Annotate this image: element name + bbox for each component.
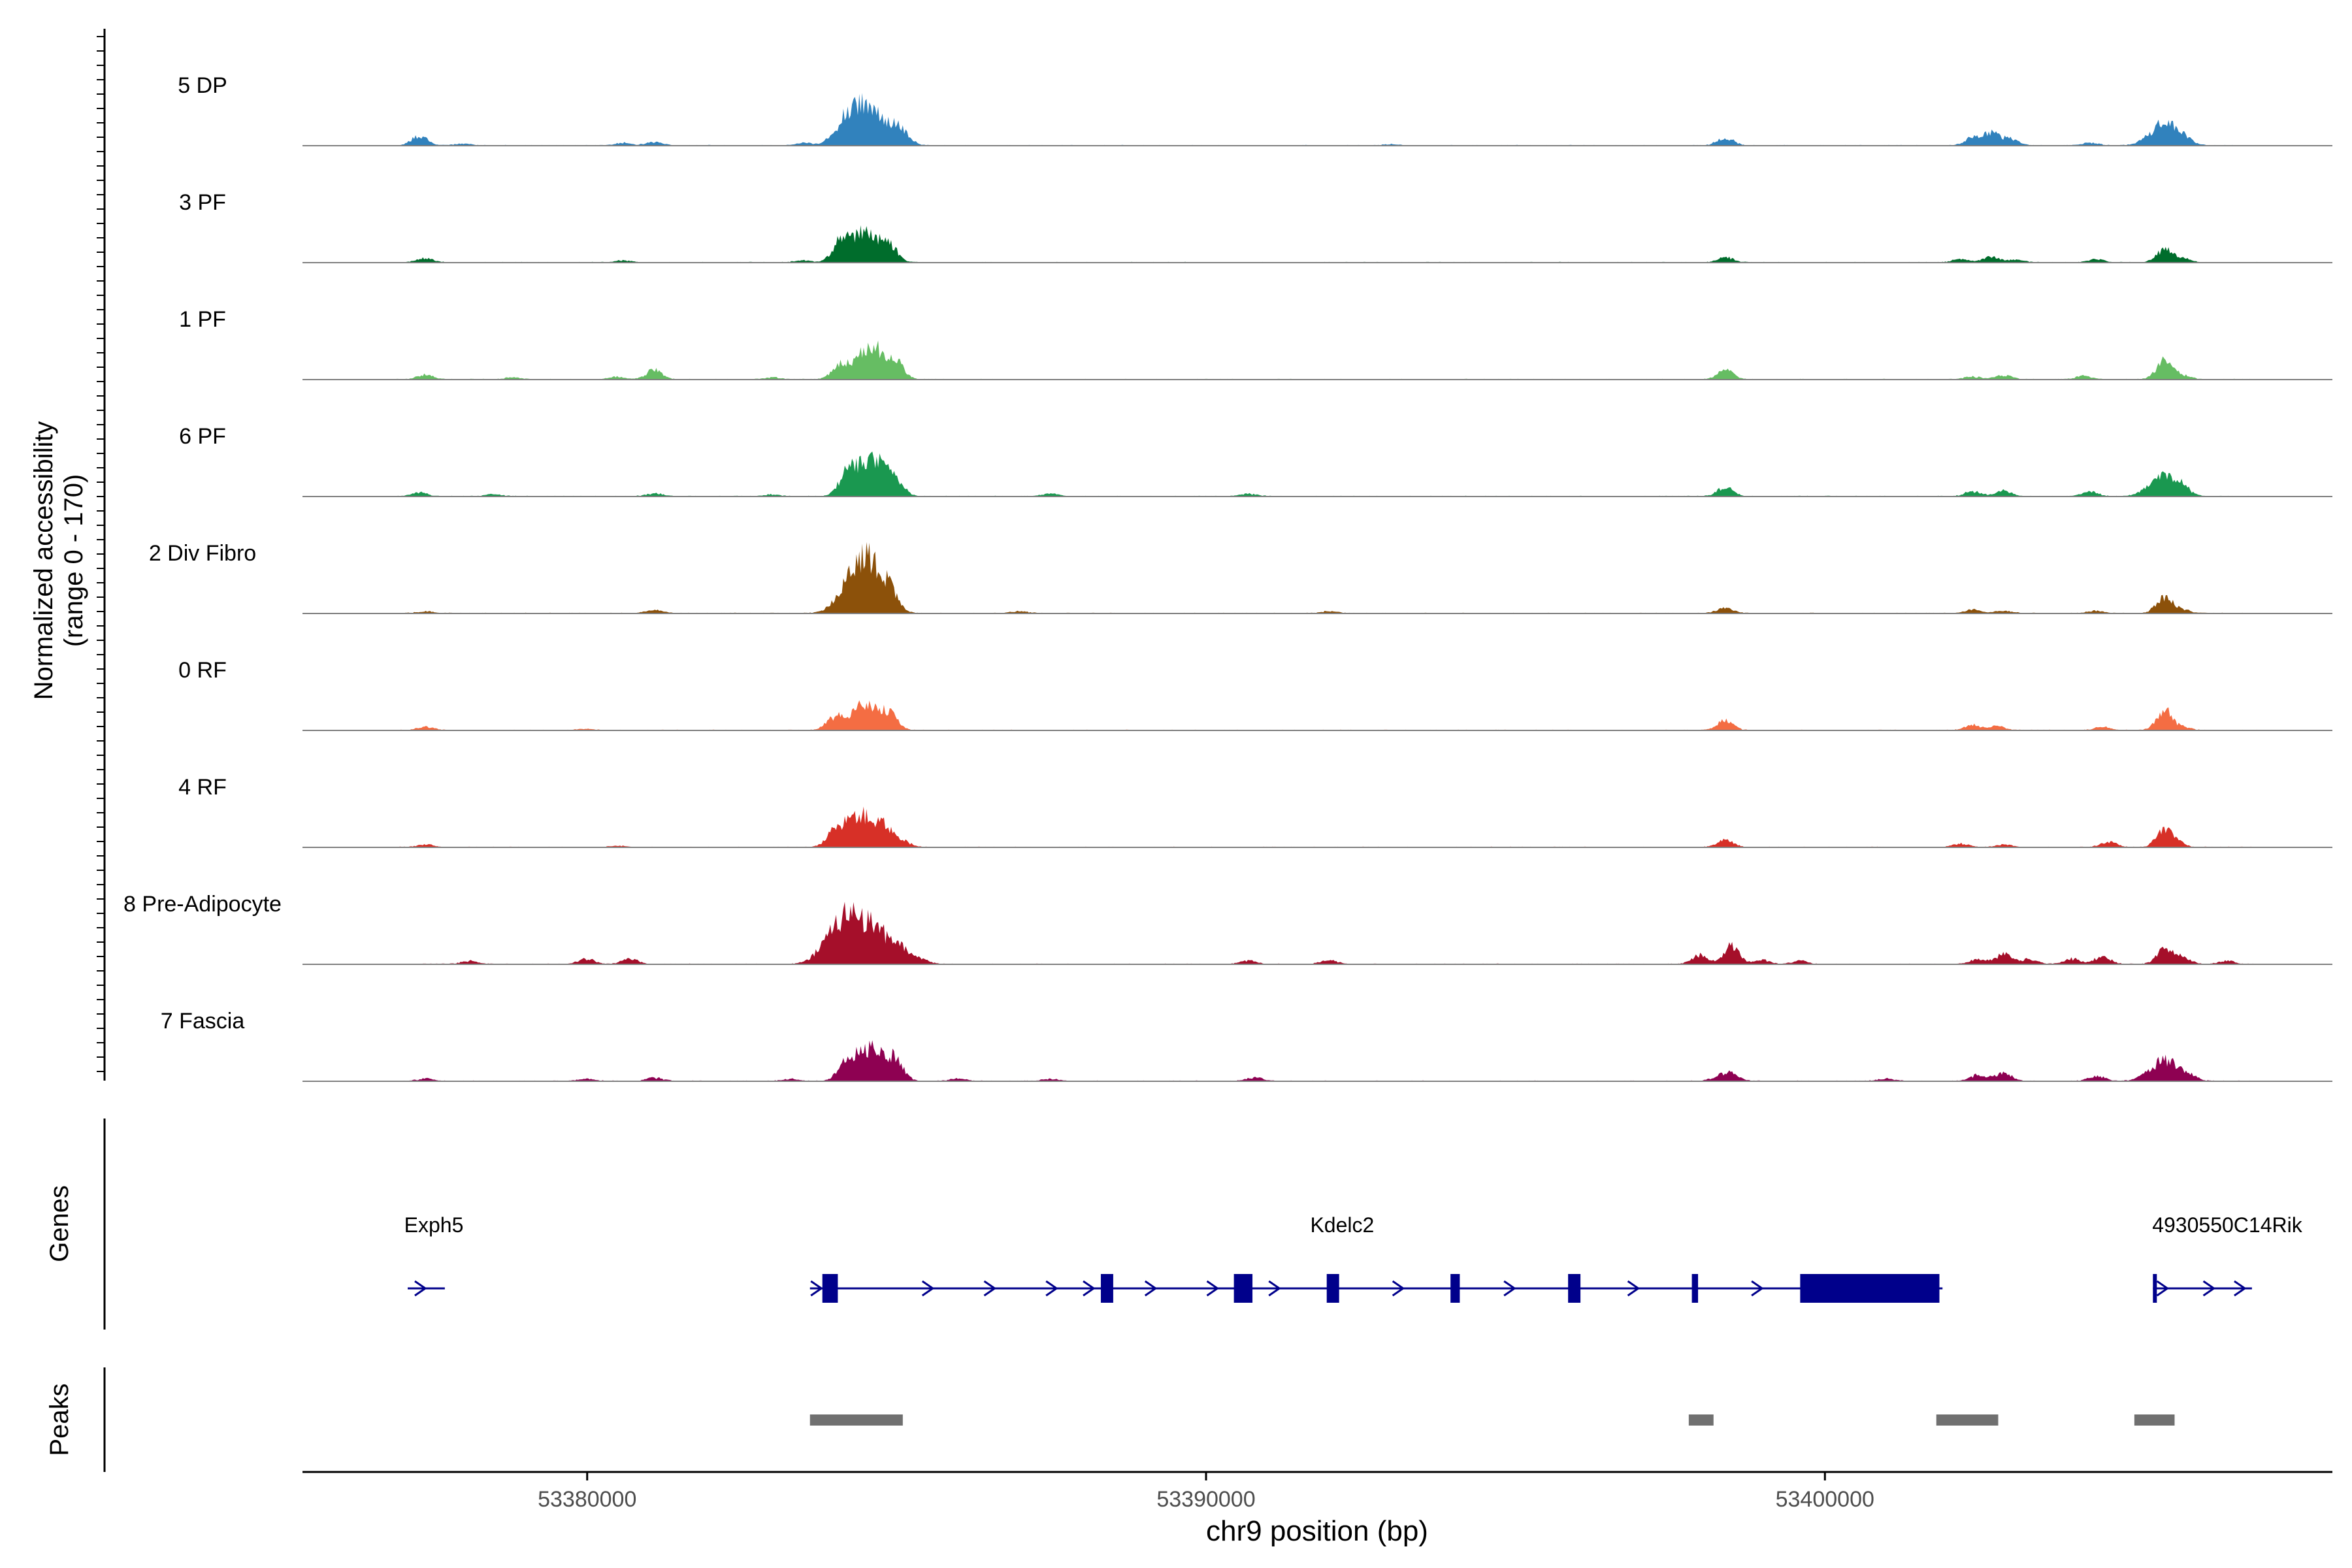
gene-exon <box>1450 1274 1460 1303</box>
gene-exon <box>822 1274 838 1303</box>
gene-label: Exph5 <box>404 1213 464 1237</box>
peak-region <box>2134 1414 2175 1426</box>
strand-arrow <box>1627 1280 1641 1297</box>
strand-arrow <box>1751 1280 1764 1297</box>
strand-arrow <box>414 1280 427 1297</box>
y-axis-range: (range 0 - 170) <box>59 474 88 647</box>
track-2-div-fibro: 2 Div Fibro <box>149 541 2332 614</box>
track-label: 4 RF <box>178 775 227 800</box>
strand-arrow <box>1206 1280 1220 1297</box>
strand-arrow <box>921 1280 935 1297</box>
track-label: 2 Div Fibro <box>149 541 256 566</box>
track-label: 6 PF <box>179 424 226 449</box>
peaks-track-label: Peaks <box>45 1383 74 1456</box>
gene-exon <box>2153 1274 2157 1303</box>
strand-arrow <box>2234 1280 2247 1297</box>
genes-track: Genes Exph5 Kdelc2 4930550C14Rik <box>45 1119 2303 1330</box>
gene-label: 4930550C14Rik <box>2152 1213 2303 1237</box>
track-8-pre-adipocyte: 8 Pre-Adipocyte <box>123 892 2332 965</box>
track-label: 3 PF <box>179 190 226 215</box>
gene-exon <box>1800 1274 1940 1303</box>
x-axis-ticks: 53380000 53390000 53400000 <box>538 1472 1874 1512</box>
track-label: 0 RF <box>178 658 227 683</box>
peaks-track: Peaks <box>45 1367 2175 1472</box>
track-3-pf: 3 PF <box>179 190 2332 263</box>
track-label: 1 PF <box>179 307 226 332</box>
strand-arrow <box>1392 1280 1405 1297</box>
track-0-rf: 0 RF <box>178 658 2332 731</box>
x-tick-label: 53400000 <box>1776 1487 1874 1512</box>
x-axis: 53380000 53390000 53400000 chr9 position (… <box>302 1471 2332 1547</box>
x-tick-label: 53380000 <box>538 1487 636 1512</box>
gene-exon <box>1100 1274 1113 1303</box>
track-5-dp: 5 DP <box>178 73 2332 146</box>
gene-kdelc2: Kdelc2 <box>809 1213 1943 1303</box>
y-axis-title: Normalized accessibility <box>29 421 58 700</box>
genes-track-label: Genes <box>45 1185 74 1262</box>
gene-label: Kdelc2 <box>1310 1213 1374 1237</box>
strand-arrow <box>1083 1280 1096 1297</box>
track-7-fascia: 7 Fascia <box>161 1009 2332 1082</box>
gene-exon <box>1568 1274 1581 1303</box>
track-6-pf: 6 PF <box>179 424 2332 497</box>
gene-exon <box>1691 1274 1699 1303</box>
coverage-y-ticks <box>97 36 105 1072</box>
strand-arrow <box>810 1280 823 1297</box>
strand-arrow <box>1045 1280 1058 1297</box>
peak-regions <box>809 1414 2175 1426</box>
strand-arrow <box>2202 1280 2216 1297</box>
peak-region <box>1936 1414 1999 1426</box>
track-1-pf: 1 PF <box>179 307 2332 380</box>
peak-region <box>809 1414 903 1426</box>
gene-4930550c14rik: 4930550C14Rik <box>2152 1213 2303 1303</box>
track-4-rf: 4 RF <box>178 775 2332 848</box>
gene-exph5: Exph5 <box>404 1213 464 1297</box>
peak-region <box>1688 1414 1714 1426</box>
x-axis-title: chr9 position (bp) <box>1206 1515 1428 1547</box>
x-tick-label: 53390000 <box>1156 1487 1255 1512</box>
coverage-tracks: 5 DP 3 PF 1 PF 6 PF 2 Div Fibro 0 RF 4 RF 8 Pre… <box>123 73 2332 1082</box>
track-label: 7 Fascia <box>161 1009 245 1034</box>
strand-arrow <box>1144 1280 1158 1297</box>
track-label: 8 Pre-Adipocyte <box>123 892 282 917</box>
strand-arrow <box>983 1280 997 1297</box>
strand-arrow <box>1503 1280 1516 1297</box>
strand-arrow <box>1268 1280 1281 1297</box>
coverage-y-axis: Normalized accessibility (range 0 - 170) <box>29 29 106 1081</box>
strand-arrow <box>2156 1280 2170 1297</box>
gene-models: Exph5 Kdelc2 4930550C14Rik <box>404 1213 2303 1303</box>
track-label: 5 DP <box>178 73 227 98</box>
gene-exon <box>1326 1274 1339 1303</box>
gene-exon <box>1233 1274 1253 1303</box>
